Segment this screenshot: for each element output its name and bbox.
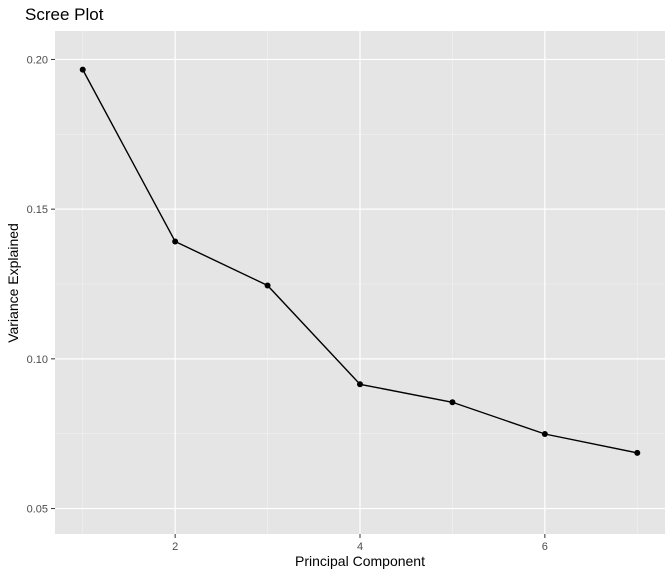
chart-title: Scree Plot bbox=[25, 5, 104, 24]
x-tick-label: 6 bbox=[542, 541, 548, 553]
y-axis-ticks: 0.05 0.10 0.15 0.20 bbox=[27, 54, 55, 516]
data-point bbox=[172, 238, 179, 245]
data-point bbox=[357, 381, 363, 388]
x-tick-label: 4 bbox=[357, 541, 363, 553]
data-point bbox=[79, 66, 86, 73]
x-tick-label: 2 bbox=[172, 541, 178, 553]
y-tick-label: 0.10 bbox=[27, 354, 48, 366]
y-axis-title: Variance Explained bbox=[5, 223, 21, 343]
y-tick-label: 0.20 bbox=[27, 54, 48, 66]
x-axis-ticks: 2 4 6 bbox=[172, 534, 548, 553]
y-tick-label: 0.15 bbox=[27, 204, 48, 216]
data-point bbox=[634, 449, 641, 456]
data-point bbox=[541, 430, 548, 437]
data-points bbox=[79, 66, 641, 456]
y-tick-label: 0.05 bbox=[27, 504, 48, 516]
data-point bbox=[449, 399, 456, 406]
major-gridlines bbox=[55, 31, 665, 534]
x-axis-title: Principal Component bbox=[295, 553, 425, 569]
data-point bbox=[264, 282, 271, 289]
